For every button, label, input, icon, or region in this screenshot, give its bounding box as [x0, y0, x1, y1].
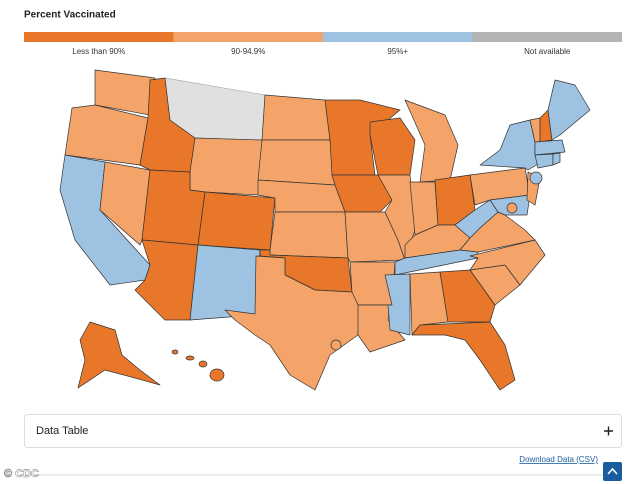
state: [224, 255, 361, 391]
state: [99, 161, 151, 246]
legend-label: 95%+: [387, 47, 408, 56]
expand-icon[interactable]: [604, 426, 613, 436]
legend-swatch: [173, 32, 323, 42]
state: [439, 269, 496, 323]
state: [197, 191, 276, 251]
state: [261, 94, 331, 141]
legend-label: 90-94.9%: [231, 47, 265, 56]
chevron-up: [607, 467, 618, 475]
state: [324, 99, 401, 176]
territory: [506, 202, 518, 214]
data-table-panel[interactable]: [24, 414, 622, 448]
legend: Less than 90% 90-94.9% 95%+ Not available: [24, 32, 622, 56]
state: [189, 137, 263, 196]
state: [547, 79, 591, 141]
state: [257, 139, 336, 186]
legend-swatch: [24, 32, 174, 42]
state: [171, 349, 225, 382]
state: [189, 244, 261, 321]
back-to-top[interactable]: [603, 462, 622, 481]
title: Percent Vaccinated: [24, 10, 116, 21]
watermark: © CDC: [4, 468, 39, 480]
data-table-label[interactable]: Data Table: [36, 425, 88, 437]
legend-swatch: [472, 32, 622, 42]
territory: [529, 171, 543, 185]
state: [411, 321, 516, 391]
legend-label: Less than 90%: [72, 47, 125, 56]
territory: [330, 339, 342, 351]
legend-swatch: [323, 32, 473, 42]
state: [469, 239, 546, 286]
download-link[interactable]: Download Data (CSV): [519, 455, 598, 464]
state: [552, 152, 561, 166]
state: [409, 271, 449, 336]
state: [534, 139, 566, 156]
legend-label: Not available: [524, 47, 571, 56]
state: [77, 321, 161, 389]
state: [269, 211, 349, 259]
map: [59, 69, 591, 391]
